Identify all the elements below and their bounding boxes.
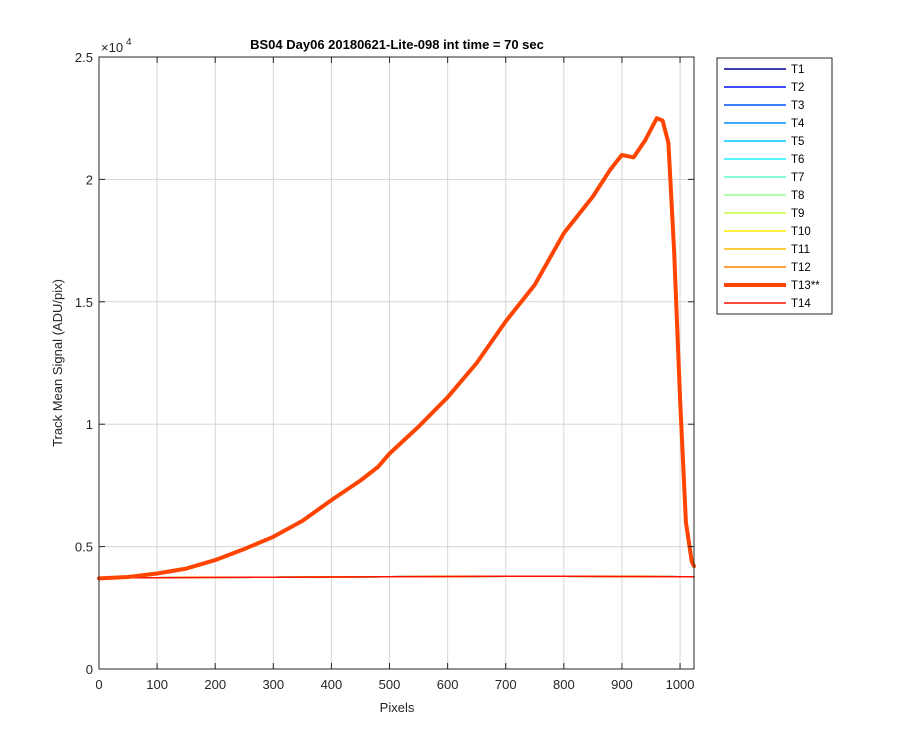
x-tick-label: 800	[553, 677, 575, 692]
plot-border	[98, 56, 695, 670]
x-tick-label: 900	[611, 677, 633, 692]
legend-box	[716, 57, 833, 315]
y-tick-label: 1	[86, 417, 93, 432]
x-tick-label: 700	[495, 677, 517, 692]
legend-label: T3	[791, 100, 804, 112]
y-tick-label: 2	[86, 172, 93, 187]
series-line-t14	[98, 575, 695, 579]
x-tick-label: 400	[321, 677, 343, 692]
legend-label: T5	[791, 136, 804, 148]
legend-label: T2	[791, 82, 804, 94]
series-line-t13	[97, 116, 696, 581]
legend: T1 T2 T3 T4 T5 T6 T7 T8 T9 T10 T11 T12 T13** T14	[716, 57, 833, 315]
legend-label: T9	[791, 208, 804, 220]
legend-label: T14	[791, 298, 811, 310]
y-axis-exponent-base: ×10	[101, 40, 123, 55]
x-tick-label: 200	[204, 677, 226, 692]
x-tick-label: 1000	[666, 677, 695, 692]
legend-label: T6	[791, 154, 804, 166]
y-tick-label: 2.5	[75, 50, 93, 65]
legend-label: T7	[791, 172, 804, 184]
x-axis-label: Pixels	[380, 700, 415, 715]
legend-label: T13**	[791, 280, 820, 292]
series-layer	[97, 116, 696, 581]
x-tick-label: 100	[146, 677, 168, 692]
x-tick-label: 0	[95, 677, 102, 692]
legend-label: T11	[791, 244, 810, 256]
legend-label: T4	[791, 118, 805, 130]
legend-label: T10	[791, 226, 811, 238]
x-tick-label: 600	[437, 677, 459, 692]
y-axis-exponent: 4	[126, 37, 132, 48]
legend-label: T12	[791, 262, 811, 274]
y-tick-label: 1.5	[75, 295, 93, 310]
chart-title: BS04 Day06 20180621-Lite-098 int time = …	[250, 37, 544, 52]
x-tick-label: 500	[379, 677, 401, 692]
y-tick-label: 0.5	[75, 540, 93, 555]
y-tick-label: 0	[86, 662, 93, 677]
legend-label: T8	[791, 190, 804, 202]
x-tick-label: 300	[262, 677, 284, 692]
legend-label: T1	[791, 64, 804, 76]
y-axis-label: Track Mean Signal (ADU/pix)	[50, 279, 65, 447]
axis-ticks: 0 100 200 300 400 500 600 700 800 900 1000 0 0.5 1 1.5…	[75, 50, 695, 692]
